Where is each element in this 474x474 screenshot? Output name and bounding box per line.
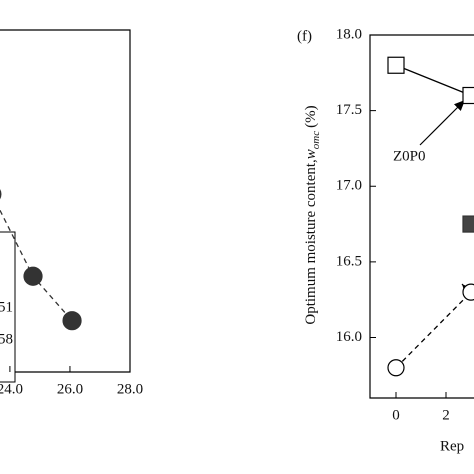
x-axis-label: Rep	[440, 438, 464, 454]
marker	[462, 283, 474, 301]
marker	[387, 359, 405, 377]
marker	[62, 311, 82, 331]
axes-frame	[0, 29, 131, 373]
plot-area	[0, 189, 82, 331]
legend-text: 58	[0, 331, 13, 347]
x-tick-label: 2	[442, 407, 450, 423]
series-line	[395, 64, 472, 97]
y-tick-label: 16.5	[336, 253, 362, 269]
y-label-text: Optimum moisture content,	[303, 159, 319, 324]
marker	[0, 189, 2, 200]
y-label-symbol: w	[303, 149, 319, 159]
y-tick-label: 17.5	[336, 102, 362, 118]
marker	[387, 56, 405, 74]
x-tick-label: 0	[392, 407, 400, 423]
annotation: Z0P0	[393, 148, 426, 164]
y-label-sub: omc	[310, 131, 322, 149]
y-axis-label: Optimum moisture content,womc (%)	[303, 105, 321, 324]
right-panel: (f) Optimum moisture content,womc (%) Rep…	[297, 26, 474, 454]
marker	[23, 266, 43, 286]
plot-area	[387, 56, 474, 377]
left-panel: 51 58 24.0 26.0 28.0	[0, 29, 143, 397]
panel-label: (f)	[297, 28, 312, 44]
y-label-unit: (%)	[303, 105, 319, 128]
y-tick-label: 16.0	[336, 329, 362, 345]
x-tick-label: 28.0	[117, 381, 143, 397]
x-tick-label: 24.0	[0, 381, 23, 397]
legend-box	[0, 231, 16, 383]
marker	[462, 86, 474, 105]
annotation-arrow	[419, 99, 466, 146]
marker	[462, 215, 474, 233]
y-tick-label: 17.0	[336, 178, 362, 194]
axes-frame	[369, 34, 474, 399]
series-line	[395, 291, 472, 369]
x-tick-label: 26.0	[57, 381, 83, 397]
y-tick-label: 18.0	[336, 26, 362, 42]
legend-text: 51	[0, 299, 13, 315]
